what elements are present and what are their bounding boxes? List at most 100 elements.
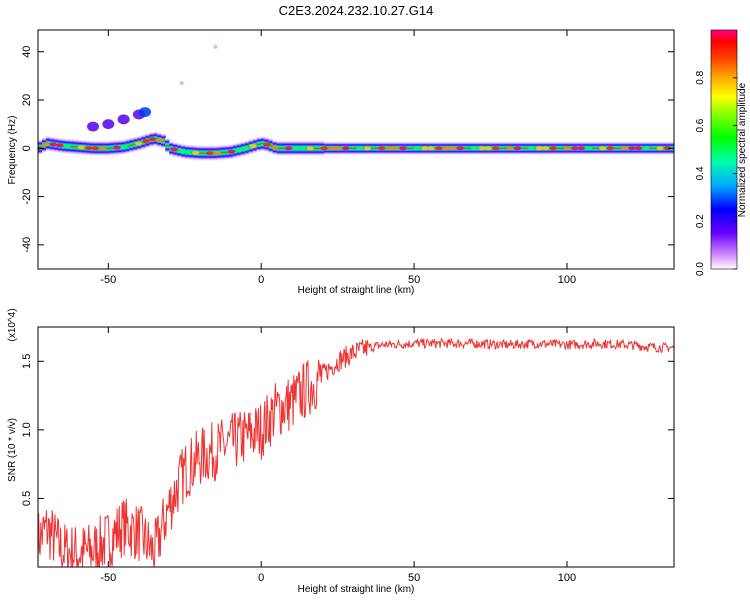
- spectrogram-hotspot: [620, 146, 628, 151]
- spectrogram-band-segment: [590, 141, 596, 156]
- snr-x-tick-label: -50: [100, 572, 116, 584]
- spectrogram-hotspot: [377, 146, 385, 151]
- spectrogram-hotspot: [542, 146, 550, 151]
- spectrogram-hotspot: [642, 146, 650, 151]
- spectrogram-hotspot: [299, 146, 307, 151]
- spectrogram-hotspot: [456, 146, 464, 151]
- spectrogram-hotspot: [506, 146, 514, 151]
- spectrogram-band-segment: [109, 140, 115, 156]
- spectrogram-hotspot: [206, 151, 214, 156]
- spectrogram-band-segment: [650, 141, 655, 156]
- spectrogram-hotspot: [56, 143, 64, 148]
- spectrogram-hotspot: [91, 146, 99, 151]
- spectrogram-outlier: [213, 44, 218, 49]
- spectrogram-band-segment: [276, 140, 282, 157]
- colorbar-tick-label: 0.6: [695, 118, 706, 132]
- spectrogram-band-segment: [105, 140, 111, 157]
- spectrogram-hotspot: [571, 146, 579, 151]
- spectrogram-hotspot: [563, 146, 571, 151]
- spectrogram-hotspot: [227, 149, 235, 154]
- spectrogram-band-segment: [371, 141, 377, 156]
- spectrogram-y-tick-label: 40: [21, 46, 33, 58]
- spectrogram-band-segment: [554, 141, 560, 156]
- spectrogram-hotspot: [241, 146, 249, 151]
- spectrogram-hotspot: [427, 146, 435, 151]
- spectrogram-hotspot: [285, 146, 293, 151]
- spectrogram-x-axis-label: Height of straight line (km): [298, 285, 415, 296]
- spectrogram-band-segment: [618, 141, 623, 156]
- spectrogram-hotspot: [148, 137, 156, 142]
- snr-x-axis-label: Height of straight line (km): [298, 584, 415, 595]
- spectrogram-band-segment: [280, 140, 286, 157]
- spectrogram-hotspot: [470, 146, 478, 151]
- spectrogram-band-segment: [348, 141, 353, 156]
- spectrogram-band-segment: [312, 140, 317, 157]
- spectrogram-hotspot: [363, 146, 371, 151]
- spectrogram-hotspot: [235, 147, 243, 152]
- snr-multiplier-label: (x10^4): [7, 308, 18, 341]
- colorbar-ticks: 0.0 0.2 0.4 0.6 0.8: [695, 70, 737, 276]
- spectrogram-hotspot: [249, 144, 257, 149]
- spectrogram-hotspot: [320, 146, 328, 151]
- colorbar-tick-label: 0.4: [695, 166, 706, 180]
- spectrogram-hotspot: [599, 146, 607, 151]
- spectrogram-band-segment: [224, 144, 230, 160]
- spectrogram-hotspot: [213, 150, 221, 155]
- spectrogram-hotspot: [356, 146, 364, 151]
- spectrogram-band-segment: [260, 136, 266, 152]
- spectrogram-hotspot: [484, 146, 492, 151]
- spectrogram-band-segment: [594, 141, 600, 156]
- spectrogram-hotspot: [399, 146, 407, 151]
- spectrogram-band-segment: [256, 136, 262, 153]
- spectrogram-hotspot: [664, 146, 672, 151]
- spectrogram-branch-blob: [139, 107, 152, 118]
- spectrogram-x-tick-label: 0: [258, 274, 264, 286]
- snr-panel: -50 0 50 100 0.5 1.0 1.5 Height of straight l…: [7, 308, 675, 595]
- colorbar-tick-label: 0.8: [695, 70, 706, 84]
- spectrogram-hotspot: [435, 146, 443, 151]
- spectrogram-band-segment: [463, 141, 468, 156]
- spectrogram-hotspot: [421, 146, 429, 151]
- spectrogram-y-tick-label: -40: [21, 237, 33, 253]
- spectrogram-hotspot: [178, 149, 186, 154]
- spectrogram-hotspot: [42, 142, 50, 147]
- spectrogram-hotspot: [656, 146, 664, 151]
- spectrogram-hotspot: [606, 146, 614, 151]
- spectrogram-hotspot: [184, 150, 192, 155]
- spectrogram-hotspot: [442, 146, 450, 151]
- spectrogram-hotspot: [634, 146, 642, 151]
- spectrogram-hotspot: [49, 142, 57, 147]
- colorbar: 0.0 0.2 0.4 0.6 0.8 Normalized spectral ampl…: [695, 29, 748, 276]
- spectrogram-y-ticks: -40 -20 0 20 40: [21, 46, 674, 253]
- spectrogram-band-segment: [69, 138, 75, 155]
- snr-x-tick-label: 50: [408, 572, 420, 584]
- spectrogram-hotspot: [577, 146, 585, 151]
- colorbar-tick-label: 0.0: [695, 262, 706, 276]
- spectrogram-x-tick-label: 50: [408, 274, 420, 286]
- spectrogram-hotspot: [478, 146, 486, 151]
- snr-y-tick-label: 1.5: [21, 354, 33, 369]
- colorbar-gradient: [711, 30, 737, 269]
- spectrogram-hotspot: [192, 150, 200, 155]
- spectrogram-hotspot: [413, 146, 421, 151]
- spectrogram-hotspot: [134, 141, 142, 146]
- spectrogram-hotspot: [170, 147, 178, 152]
- spectrogram-hotspot: [292, 146, 300, 151]
- colorbar-label: Normalized spectral amplitude: [737, 82, 748, 217]
- spectrogram-band-segment: [499, 141, 504, 156]
- spectrogram-band-segment: [268, 138, 274, 154]
- chart-title: C2E3.2024.232.10.27.G14: [279, 3, 434, 18]
- spectrogram-band-segment: [165, 137, 170, 154]
- spectrogram-hotspot: [449, 146, 457, 151]
- spectrogram-band-segment: [316, 140, 321, 157]
- spectrogram-hotspot: [585, 146, 593, 151]
- snr-x-ticks: -50 0 50 100: [100, 327, 576, 584]
- spectrogram-hotspot: [628, 146, 636, 151]
- spectrogram-y-axis-label: Frequency (Hz): [7, 116, 18, 185]
- spectrogram-band-segment: [518, 141, 524, 156]
- spectrogram-hotspot: [334, 146, 342, 151]
- snr-frame: [37, 326, 675, 568]
- snr-y-tick-label: 0.5: [21, 491, 33, 506]
- spectrogram-y-tick-label: 0: [21, 145, 33, 151]
